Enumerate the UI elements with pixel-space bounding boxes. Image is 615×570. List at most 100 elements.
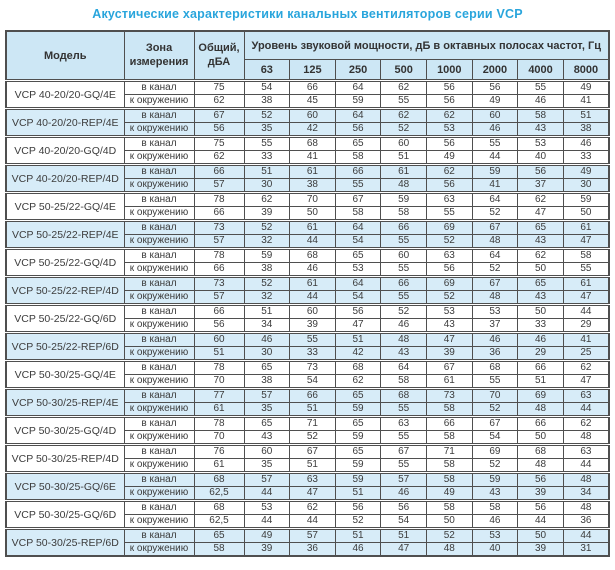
zone-cell-in-channel: в канал [123,247,195,263]
value-cell-125: 67 [289,443,336,459]
value-cell-4000: 66 [517,415,564,431]
value-cell-2000: 37 [471,318,519,333]
value-cell-63: 52 [243,275,291,291]
total-dba-cell: 57 [193,290,245,305]
value-cell-63: 46 [243,331,291,347]
value-cell-125: 46 [289,262,336,277]
value-cell-500: 62 [380,107,427,123]
value-cell-8000: 62 [562,415,610,431]
total-dba-cell: 70 [193,430,245,445]
value-cell-125: 61 [289,163,336,179]
value-cell-63: 60 [243,443,291,459]
zone-cell-in-channel: в канал [123,499,195,515]
value-cell-500: 68 [380,387,427,403]
value-cell-500: 66 [380,275,427,291]
total-dba-cell: 57 [193,178,245,193]
value-cell-8000: 48 [562,430,610,445]
value-cell-250: 65 [334,415,382,431]
value-cell-4000: 68 [517,443,564,459]
value-cell-1000: 39 [426,346,473,361]
value-cell-8000: 34 [562,486,610,501]
value-cell-500: 55 [380,458,427,473]
zone-cell-to-surroundings: к окружению [123,150,195,165]
total-dba-cell: 56 [193,122,245,137]
table-row-in-channel: VCP 50-25/22-GQ/4E в канал 78 62 70 67 5… [5,191,610,221]
table-row-to-surroundings: к окружению 56 35 42 56 52 53 46 43 38 [6,122,610,137]
zone-cell-to-surroundings: к окружению [123,206,195,221]
value-cell-250: 59 [334,471,382,487]
value-cell-250: 54 [334,234,382,249]
value-cell-63: 33 [243,150,291,165]
zone-cell-to-surroundings: к окружению [123,430,195,445]
value-cell-4000: 56 [517,163,564,179]
value-cell-8000: 49 [562,79,610,95]
value-cell-4000: 65 [517,275,564,291]
total-dba-cell: 58 [193,542,245,557]
value-cell-63: 35 [243,122,291,137]
value-cell-125: 73 [289,359,336,375]
zone-cell-to-surroundings: к окружению [123,402,195,417]
zone-cell-in-channel: в канал [123,219,195,235]
value-cell-63: 51 [243,303,291,319]
value-cell-1000: 49 [426,486,473,501]
value-cell-250: 68 [334,359,382,375]
value-cell-2000: 64 [471,191,519,207]
value-cell-125: 44 [289,290,336,305]
value-cell-125: 38 [289,178,336,193]
value-cell-1000: 73 [426,387,473,403]
value-cell-8000: 47 [562,374,610,389]
value-cell-63: 51 [243,163,291,179]
value-cell-250: 55 [334,178,382,193]
value-cell-500: 51 [380,150,427,165]
value-cell-500: 64 [380,359,427,375]
value-cell-500: 43 [380,346,427,361]
value-cell-2000: 59 [471,163,519,179]
value-cell-500: 61 [380,163,427,179]
value-cell-125: 51 [289,458,336,473]
table-row-in-channel: VCP 50-30/25-GQ/4D в канал 78 65 71 65 6… [5,415,610,445]
value-cell-2000: 58 [471,499,519,515]
value-cell-63: 35 [243,458,291,473]
value-cell-2000: 53 [471,527,519,543]
value-cell-2000: 55 [471,135,519,151]
total-dba-cell: 77 [193,387,245,403]
value-cell-2000: 43 [471,486,519,501]
value-cell-4000: 50 [517,262,564,277]
table-row-in-channel: VCP 50-30/25-REP/4E в канал 77 57 66 65 … [5,387,610,417]
value-cell-8000: 36 [562,514,610,529]
value-cell-8000: 46 [562,135,610,151]
zone-cell-in-channel: в канал [123,415,195,431]
value-cell-500: 52 [380,122,427,137]
table-row-in-channel: VCP 50-25/22-GQ/4D в канал 78 59 68 65 6… [5,247,610,277]
value-cell-4000: 44 [517,514,564,529]
table-row-in-channel: VCP 50-25/22-REP/4E в канал 73 52 61 64 … [5,219,610,249]
value-cell-8000: 47 [562,290,610,305]
freq-header-63: 63 [243,59,291,81]
value-cell-250: 65 [334,443,382,459]
value-cell-4000: 46 [517,94,564,109]
value-cell-500: 55 [380,402,427,417]
value-cell-250: 51 [334,527,382,543]
value-cell-1000: 56 [426,94,473,109]
value-cell-2000: 67 [471,275,519,291]
total-dba-cell: 56 [193,318,245,333]
model-cell: VCP 40-20/20-REP/4E [5,107,125,137]
model-cell: VCP 50-30/25-REP/4D [5,443,125,473]
value-cell-500: 66 [380,219,427,235]
table-row-to-surroundings: к окружению 61 35 51 59 55 58 52 48 44 [6,458,610,473]
value-cell-250: 59 [334,402,382,417]
zone-cell-to-surroundings: к окружению [123,514,195,529]
total-dba-cell: 70 [193,374,245,389]
zone-cell-in-channel: в канал [123,191,195,207]
value-cell-4000: 51 [517,374,564,389]
table-row-to-surroundings: к окружению 70 43 52 59 55 58 54 50 48 [6,430,610,445]
value-cell-125: 57 [289,527,336,543]
total-dba-cell: 73 [193,219,245,235]
value-cell-500: 60 [380,135,427,151]
value-cell-8000: 31 [562,542,610,557]
value-cell-250: 67 [334,191,382,207]
freq-header-2000: 2000 [471,59,519,81]
value-cell-125: 51 [289,402,336,417]
value-cell-8000: 47 [562,234,610,249]
value-cell-8000: 41 [562,331,610,347]
